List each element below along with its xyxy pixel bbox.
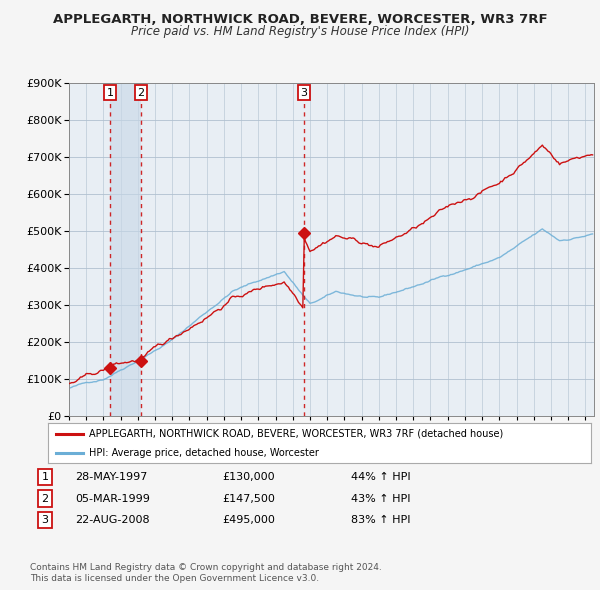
Text: £495,000: £495,000: [222, 516, 275, 525]
Text: 44% ↑ HPI: 44% ↑ HPI: [351, 472, 410, 481]
Text: 3: 3: [41, 516, 49, 525]
Text: This data is licensed under the Open Government Licence v3.0.: This data is licensed under the Open Gov…: [30, 574, 319, 583]
Text: £130,000: £130,000: [222, 472, 275, 481]
Text: APPLEGARTH, NORTHWICK ROAD, BEVERE, WORCESTER, WR3 7RF: APPLEGARTH, NORTHWICK ROAD, BEVERE, WORC…: [53, 13, 547, 26]
Text: Price paid vs. HM Land Registry's House Price Index (HPI): Price paid vs. HM Land Registry's House …: [131, 25, 469, 38]
Text: APPLEGARTH, NORTHWICK ROAD, BEVERE, WORCESTER, WR3 7RF (detached house): APPLEGARTH, NORTHWICK ROAD, BEVERE, WORC…: [89, 429, 503, 439]
Text: 2: 2: [137, 87, 145, 97]
Text: 1: 1: [106, 87, 113, 97]
Text: 43% ↑ HPI: 43% ↑ HPI: [351, 494, 410, 503]
Text: HPI: Average price, detached house, Worcester: HPI: Average price, detached house, Worc…: [89, 448, 319, 458]
Text: 2: 2: [41, 494, 49, 503]
Text: Contains HM Land Registry data © Crown copyright and database right 2024.: Contains HM Land Registry data © Crown c…: [30, 563, 382, 572]
Text: £147,500: £147,500: [222, 494, 275, 503]
Bar: [110, 83, 141, 416]
Text: 05-MAR-1999: 05-MAR-1999: [75, 494, 150, 503]
Text: 28-MAY-1997: 28-MAY-1997: [75, 472, 148, 481]
Text: 83% ↑ HPI: 83% ↑ HPI: [351, 516, 410, 525]
Text: 1: 1: [41, 472, 49, 481]
Text: 3: 3: [300, 87, 307, 97]
Text: 22-AUG-2008: 22-AUG-2008: [75, 516, 149, 525]
